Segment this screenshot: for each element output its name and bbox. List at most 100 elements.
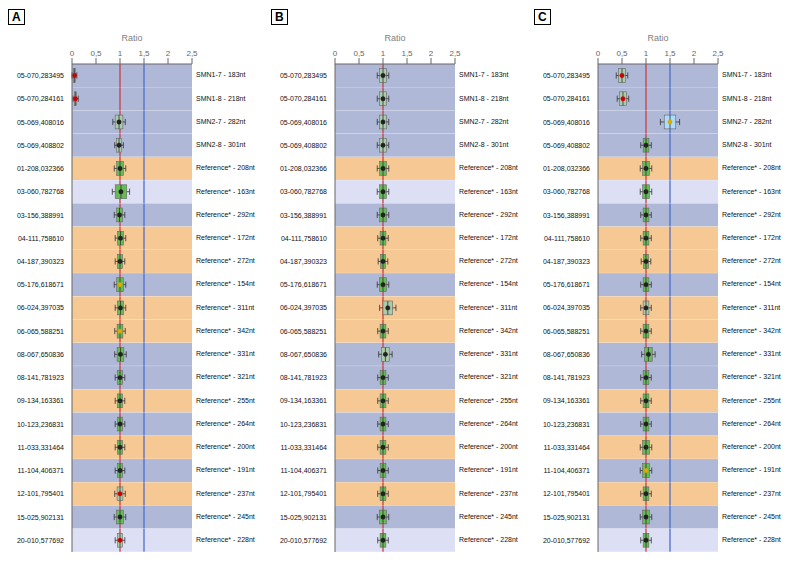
svg-text:05-069,408016: 05-069,408016	[17, 119, 64, 126]
svg-text:2: 2	[692, 49, 697, 58]
svg-text:04-111,758610: 04-111,758610	[18, 235, 64, 242]
svg-text:09-134,163361: 09-134,163361	[543, 397, 590, 404]
svg-text:Reference* - 191nt: Reference* - 191nt	[722, 466, 781, 473]
svg-text:05-070,284161: 05-070,284161	[17, 95, 64, 102]
svg-text:2,5: 2,5	[712, 49, 724, 58]
svg-text:15-025,902131: 15-025,902131	[17, 514, 64, 521]
svg-text:01-208,032366: 01-208,032366	[17, 165, 64, 172]
svg-text:2,5: 2,5	[186, 49, 198, 58]
svg-text:10-123,236831: 10-123,236831	[280, 421, 327, 428]
svg-text:05-070,283495: 05-070,283495	[280, 72, 327, 79]
svg-text:Reference* - 321nt: Reference* - 321nt	[459, 373, 518, 380]
svg-text:1: 1	[644, 49, 649, 58]
svg-text:Reference* - 172nt: Reference* - 172nt	[196, 234, 255, 241]
svg-text:Reference* - 237nt: Reference* - 237nt	[196, 490, 255, 497]
svg-text:Reference* - 342nt: Reference* - 342nt	[459, 327, 518, 334]
svg-text:15-025,902131: 15-025,902131	[280, 514, 327, 521]
svg-text:05-070,283495: 05-070,283495	[17, 72, 64, 79]
svg-text:Ratio: Ratio	[647, 33, 668, 43]
svg-text:11-033,331464: 11-033,331464	[17, 444, 64, 451]
svg-text:SMN2-8 - 301nt: SMN2-8 - 301nt	[722, 141, 771, 148]
svg-text:0: 0	[596, 49, 601, 58]
svg-text:1,5: 1,5	[401, 49, 413, 58]
svg-text:2: 2	[429, 49, 434, 58]
svg-text:Reference* - 272nt: Reference* - 272nt	[459, 257, 518, 264]
svg-text:Reference* - 272nt: Reference* - 272nt	[722, 257, 781, 264]
svg-text:08-141,781923: 08-141,781923	[543, 374, 590, 381]
svg-text:Reference* - 311nt: Reference* - 311nt	[196, 304, 254, 311]
svg-text:11-033,331464: 11-033,331464	[543, 444, 590, 451]
svg-text:Ratio: Ratio	[384, 33, 405, 43]
svg-text:11-104,406371: 11-104,406371	[543, 467, 590, 474]
svg-text:12-101,795401: 12-101,795401	[17, 490, 64, 497]
svg-text:04-187,390323: 04-187,390323	[543, 258, 590, 265]
svg-text:Reference* - 311nt: Reference* - 311nt	[722, 304, 780, 311]
svg-text:08-141,781923: 08-141,781923	[280, 374, 327, 381]
svg-text:SMN1-8 - 218nt: SMN1-8 - 218nt	[722, 95, 771, 102]
svg-text:SMN1-7 - 183nt: SMN1-7 - 183nt	[722, 71, 771, 78]
svg-text:01-208,032366: 01-208,032366	[543, 165, 590, 172]
svg-text:04-187,390323: 04-187,390323	[17, 258, 64, 265]
svg-text:2: 2	[166, 49, 171, 58]
svg-text:12-101,795401: 12-101,795401	[280, 490, 327, 497]
svg-text:SMN2-7 - 282nt: SMN2-7 - 282nt	[459, 118, 508, 125]
svg-text:01-208,032366: 01-208,032366	[280, 165, 327, 172]
svg-text:1: 1	[118, 49, 123, 58]
svg-text:Reference* - 342nt: Reference* - 342nt	[196, 327, 255, 334]
svg-text:08-067,650836: 08-067,650836	[17, 351, 64, 358]
svg-text:20-010,577692: 20-010,577692	[543, 537, 590, 544]
svg-text:Reference* - 321nt: Reference* - 321nt	[196, 373, 255, 380]
svg-text:04-111,758610: 04-111,758610	[281, 235, 327, 242]
svg-text:05-176,618671: 05-176,618671	[17, 281, 64, 288]
svg-text:SMN2-7 - 282nt: SMN2-7 - 282nt	[196, 118, 245, 125]
svg-text:06-024,397035: 06-024,397035	[17, 304, 64, 311]
svg-text:15-025,902131: 15-025,902131	[543, 514, 590, 521]
svg-text:Reference* - 163nt: Reference* - 163nt	[722, 188, 781, 195]
svg-text:20-010,577692: 20-010,577692	[280, 537, 327, 544]
svg-text:Reference* - 228nt: Reference* - 228nt	[722, 536, 781, 543]
svg-text:Reference* - 264nt: Reference* - 264nt	[459, 420, 518, 427]
svg-text:2,5: 2,5	[449, 49, 461, 58]
svg-text:Reference* - 264nt: Reference* - 264nt	[722, 420, 781, 427]
svg-text:0: 0	[333, 49, 338, 58]
svg-text:Reference* - 228nt: Reference* - 228nt	[196, 536, 255, 543]
svg-text:1: 1	[381, 49, 386, 58]
svg-text:12-101,795401: 12-101,795401	[543, 490, 590, 497]
svg-text:1,5: 1,5	[664, 49, 676, 58]
svg-text:03-060,782768: 03-060,782768	[280, 188, 327, 195]
svg-text:10-123,236831: 10-123,236831	[17, 421, 64, 428]
svg-text:Reference* - 292nt: Reference* - 292nt	[722, 211, 781, 218]
svg-text:Reference* - 292nt: Reference* - 292nt	[459, 211, 518, 218]
svg-text:Reference* - 208nt: Reference* - 208nt	[196, 164, 255, 171]
svg-text:11-104,406371: 11-104,406371	[17, 467, 64, 474]
svg-text:05-069,408802: 05-069,408802	[280, 142, 327, 149]
svg-text:05-069,408016: 05-069,408016	[280, 119, 327, 126]
svg-text:Reference* - 237nt: Reference* - 237nt	[722, 490, 781, 497]
svg-text:Reference* - 172nt: Reference* - 172nt	[722, 234, 781, 241]
svg-text:Reference* - 200nt: Reference* - 200nt	[196, 443, 255, 450]
svg-text:0: 0	[70, 49, 75, 58]
svg-text:11-033,331464: 11-033,331464	[280, 444, 327, 451]
svg-text:Reference* - 172nt: Reference* - 172nt	[459, 234, 518, 241]
svg-text:Reference* - 228nt: Reference* - 228nt	[459, 536, 518, 543]
svg-text:08-067,650836: 08-067,650836	[280, 351, 327, 358]
svg-text:06-065,588251: 06-065,588251	[280, 328, 327, 335]
svg-text:Reference* - 292nt: Reference* - 292nt	[196, 211, 255, 218]
svg-text:10-123,236831: 10-123,236831	[543, 421, 590, 428]
svg-text:03-156,388991: 03-156,388991	[543, 212, 590, 219]
svg-text:Reference* - 237nt: Reference* - 237nt	[459, 490, 518, 497]
svg-text:05-070,284161: 05-070,284161	[543, 95, 590, 102]
svg-text:06-065,588251: 06-065,588251	[17, 328, 64, 335]
svg-text:05-069,408802: 05-069,408802	[17, 142, 64, 149]
svg-text:SMN1-8 - 218nt: SMN1-8 - 218nt	[196, 95, 245, 102]
svg-text:04-187,390323: 04-187,390323	[280, 258, 327, 265]
svg-text:SMN1-7 - 183nt: SMN1-7 - 183nt	[196, 71, 245, 78]
svg-text:Reference* - 255nt: Reference* - 255nt	[196, 397, 255, 404]
svg-text:SMN1-8 - 218nt: SMN1-8 - 218nt	[459, 95, 508, 102]
svg-text:05-069,408016: 05-069,408016	[543, 119, 590, 126]
svg-text:Reference* - 200nt: Reference* - 200nt	[722, 443, 781, 450]
svg-text:Reference* - 331nt: Reference* - 331nt	[459, 350, 518, 357]
svg-text:05-069,408802: 05-069,408802	[543, 142, 590, 149]
svg-text:05-070,283495: 05-070,283495	[543, 72, 590, 79]
svg-text:Reference* - 191nt: Reference* - 191nt	[196, 466, 255, 473]
